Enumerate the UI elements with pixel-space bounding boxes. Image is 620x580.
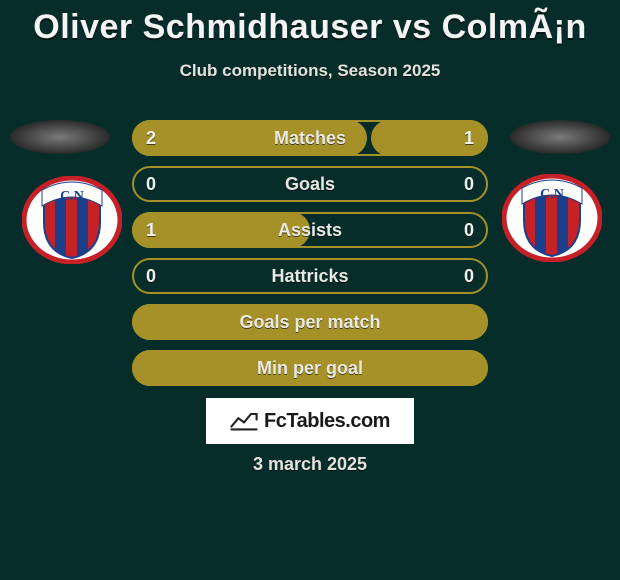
date-label: 3 march 2025 (0, 454, 620, 475)
stat-row: 21Matches (132, 120, 488, 156)
stat-row: 00Goals (132, 166, 488, 202)
fctables-text: FcTables.com (264, 410, 390, 433)
chart-icon (230, 411, 258, 431)
stat-label: Assists (132, 212, 488, 248)
stat-row: Goals per match (132, 304, 488, 340)
page-subtitle: Club competitions, Season 2025 (0, 61, 620, 81)
club-crest-left: C.N (22, 176, 122, 264)
stat-row: 10Assists (132, 212, 488, 248)
player-photo-left (10, 120, 110, 154)
stat-label: Min per goal (132, 350, 488, 386)
svg-text:C.N: C.N (540, 187, 564, 202)
page-title: Oliver Schmidhauser vs ColmÃ¡n (0, 0, 620, 47)
stat-label: Matches (132, 120, 488, 156)
comparison-table: 21Matches 00Goals 10Assists 00Hattricks Goal… (132, 120, 488, 396)
stat-label: Hattricks (132, 258, 488, 294)
stat-label: Goals per match (132, 304, 488, 340)
stat-row: Min per goal (132, 350, 488, 386)
stat-row: 00Hattricks (132, 258, 488, 294)
fctables-logo: FcTables.com (206, 398, 414, 444)
svg-text:C.N: C.N (60, 189, 84, 204)
club-crest-right: C.N (502, 174, 602, 262)
player-photo-right (510, 120, 610, 154)
stat-label: Goals (132, 166, 488, 202)
